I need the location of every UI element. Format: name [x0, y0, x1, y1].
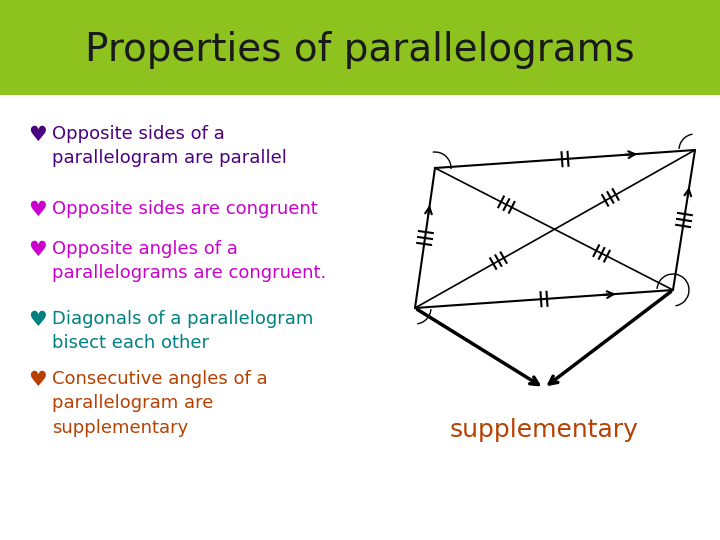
Text: Consecutive angles of a
parallelogram are
supplementary: Consecutive angles of a parallelogram ar…: [52, 370, 268, 437]
Text: Opposite sides are congruent: Opposite sides are congruent: [52, 200, 318, 218]
Text: ♥: ♥: [28, 200, 47, 220]
Text: ♥: ♥: [28, 240, 47, 260]
Text: supplementary: supplementary: [449, 418, 639, 442]
Text: ♥: ♥: [28, 125, 47, 145]
FancyBboxPatch shape: [0, 0, 720, 95]
Text: ♥: ♥: [28, 310, 47, 330]
Text: Properties of parallelograms: Properties of parallelograms: [85, 31, 635, 69]
Text: Diagonals of a parallelogram
bisect each other: Diagonals of a parallelogram bisect each…: [52, 310, 313, 352]
Text: Opposite sides of a
parallelogram are parallel: Opposite sides of a parallelogram are pa…: [52, 125, 287, 167]
Text: ♥: ♥: [28, 370, 47, 390]
Text: Opposite angles of a
parallelograms are congruent.: Opposite angles of a parallelograms are …: [52, 240, 326, 282]
